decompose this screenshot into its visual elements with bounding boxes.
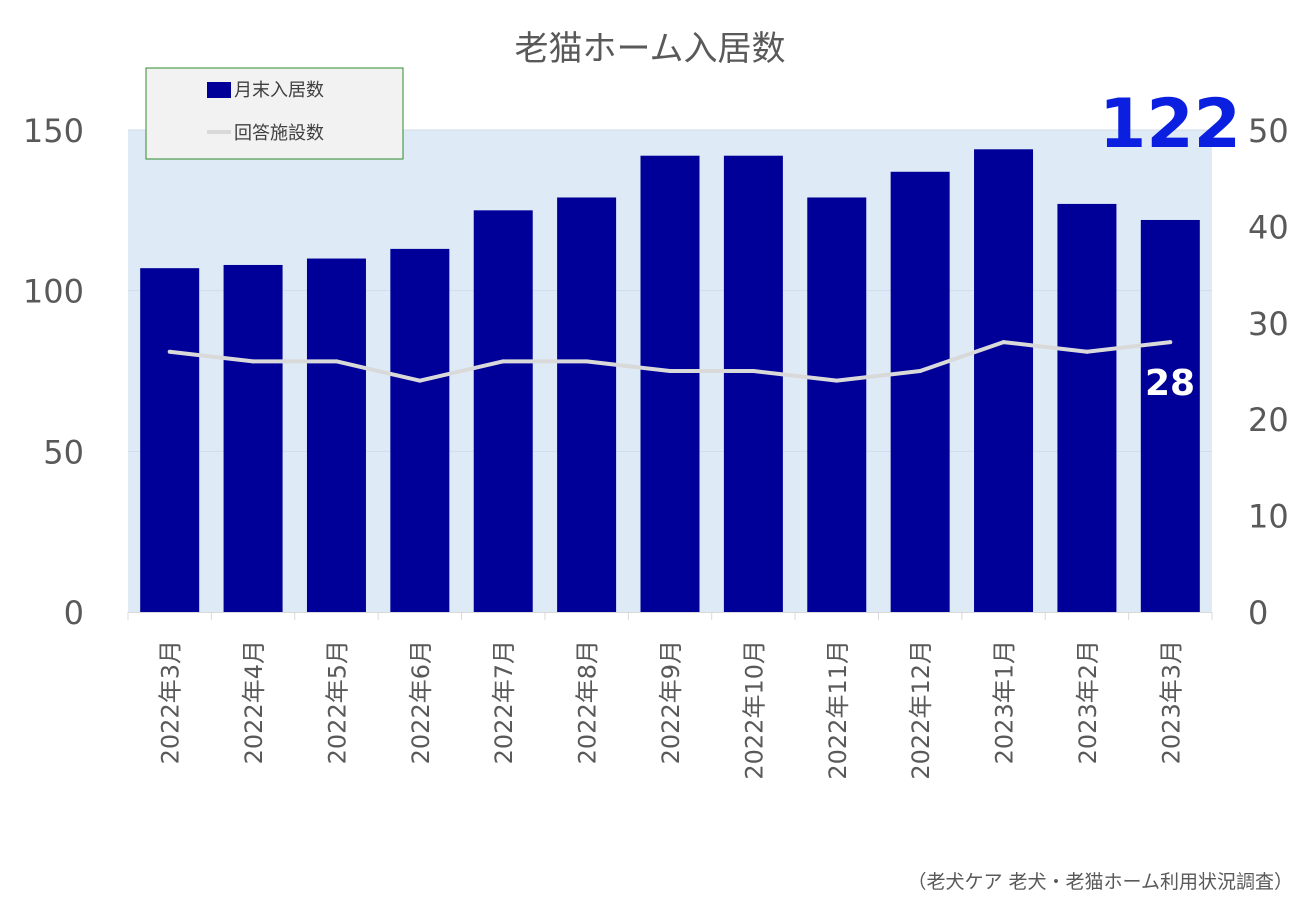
bar <box>473 210 533 613</box>
x-category-label: 2022年12月 <box>907 640 935 780</box>
x-category-label: 2023年1月 <box>991 640 1019 764</box>
bar <box>390 248 450 613</box>
y-right-tick-label: 40 <box>1248 208 1289 246</box>
line-point <box>167 349 172 354</box>
y-left-tick-label: 150 <box>23 112 84 150</box>
legend-swatch-bar <box>207 82 231 98</box>
bar <box>640 155 700 612</box>
bar <box>1140 219 1200 612</box>
highlight-line-label: 28 <box>1145 363 1195 404</box>
x-category-label: 2023年2月 <box>1074 640 1102 764</box>
source-note: （老犬ケア 老犬・老猫ホーム利用状況調査） <box>908 871 1293 893</box>
legend-box <box>145 67 404 160</box>
line-point <box>501 359 506 364</box>
line-point <box>334 359 339 364</box>
x-category-label: 2022年7月 <box>490 640 518 764</box>
line-point <box>918 369 923 373</box>
line-point <box>1001 340 1006 345</box>
bar <box>723 155 783 612</box>
y-right-tick-label: 50 <box>1248 112 1289 150</box>
bar <box>890 171 950 613</box>
y-right-tick-label: 30 <box>1248 305 1289 343</box>
x-category-label: 2022年9月 <box>657 640 685 764</box>
x-category-label: 2022年10月 <box>740 640 768 780</box>
x-category-label: 2022年3月 <box>157 640 185 764</box>
bar <box>223 264 283 612</box>
x-category-label: 2022年8月 <box>574 640 602 764</box>
bar <box>1057 203 1117 612</box>
y-left-tick-label: 100 <box>23 273 84 311</box>
line-point <box>584 359 589 364</box>
line-point <box>668 369 672 373</box>
line-point <box>251 359 256 364</box>
x-category-label: 2022年4月 <box>240 640 268 764</box>
bar <box>557 197 617 613</box>
legend-label-line: 回答施設数 <box>234 123 324 144</box>
y-right-tick-label: 0 <box>1248 594 1268 632</box>
bar <box>974 149 1034 612</box>
plot-area: 0 50 100 150 0 10 20 30 40 50 2022年3月 2022年4月 2022年5… <box>23 112 1289 780</box>
x-category-label: 2022年6月 <box>407 640 435 764</box>
bar <box>306 258 366 612</box>
line-point <box>834 378 839 383</box>
chart-title: 老猫ホーム入居数 <box>515 29 786 69</box>
legend-label-bar: 月末入居数 <box>234 80 324 101</box>
highlight-bar-label: 122 <box>1099 85 1241 164</box>
x-category-label: 2022年5月 <box>323 640 351 764</box>
bar <box>140 268 200 612</box>
x-category-label: 2022年11月 <box>824 640 852 780</box>
bar <box>807 197 867 613</box>
x-category-label: 2023年3月 <box>1157 640 1185 764</box>
line-point <box>417 378 422 383</box>
y-right-tick-label: 10 <box>1248 498 1289 536</box>
line-point <box>1084 349 1089 354</box>
legend: 月末入居数 回答施設数 <box>145 67 404 160</box>
line-point <box>751 369 756 373</box>
y-right-tick-label: 20 <box>1248 401 1289 439</box>
line-point <box>1168 340 1173 345</box>
y-left-tick-label: 50 <box>43 433 84 471</box>
y-left-tick-label: 0 <box>64 594 84 632</box>
